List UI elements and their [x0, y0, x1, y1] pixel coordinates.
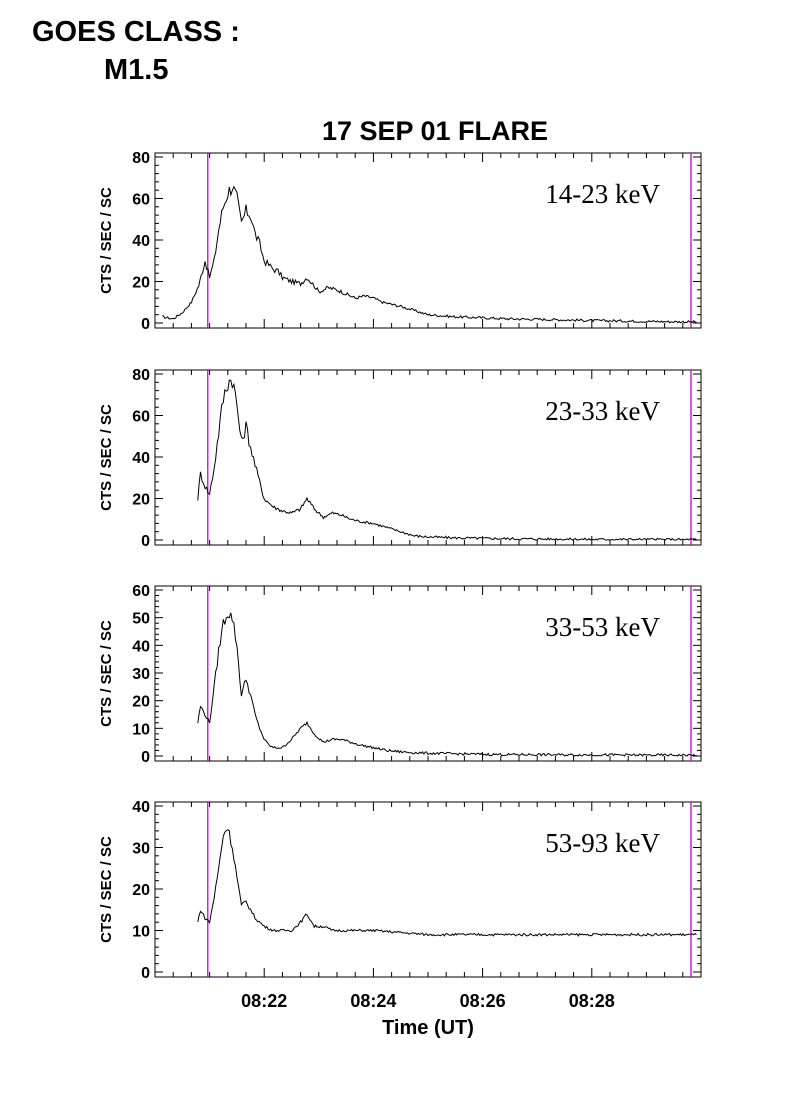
panel-3-ytick-label: 20: [132, 694, 150, 711]
goes-class-label: GOES CLASS :: [32, 16, 240, 48]
panel-4-xtick-label: 08:22: [241, 991, 287, 1011]
panel-2-ytick-label: 0: [141, 533, 150, 550]
panel-3-ytick-label: 10: [132, 721, 150, 738]
panel-4-trace: [197, 829, 697, 937]
panel-2-band-label: 23-33 keV: [545, 396, 660, 426]
panel-2-ytick-label: 80: [132, 367, 150, 384]
panel-1-y-axis-label: CTS / SEC / SC: [98, 187, 115, 294]
panel-4-xtick-label: 08:24: [350, 991, 396, 1011]
panel-4-xtick-label: 08:26: [460, 991, 506, 1011]
panel-3-trace: [197, 612, 697, 757]
panel-1-ytick-label: 0: [141, 316, 150, 333]
panel-3-band-label: 33-53 keV: [545, 612, 660, 642]
panel-4-ytick-label: 20: [132, 882, 150, 899]
panel-1-trace: [162, 185, 697, 324]
panel-1-ytick-label: 60: [132, 192, 150, 209]
panel-1-ytick-label: 40: [132, 233, 150, 250]
panel-2-ytick-label: 60: [132, 409, 150, 426]
panel-2-ytick-label: 40: [132, 450, 150, 467]
chart-title: 17 SEP 01 FLARE: [322, 116, 548, 146]
panel-3-ytick-label: 0: [141, 749, 150, 766]
panel-4-band-label: 53-93 keV: [545, 828, 660, 858]
panel-1-ytick-label: 20: [132, 275, 150, 292]
x-axis-title: Time (UT): [382, 1017, 474, 1039]
panel-4-ytick-label: 30: [132, 841, 150, 858]
panel-4-y-axis-label: CTS / SEC / SC: [98, 836, 115, 943]
panel-4-xtick-label: 08:28: [569, 991, 615, 1011]
goes-class-value: M1.5: [104, 54, 169, 86]
panel-3-ytick-label: 40: [132, 638, 150, 655]
panel-4-ytick-label: 0: [141, 965, 150, 982]
panel-4-ytick-label: 10: [132, 924, 150, 941]
panel-3-ytick-label: 50: [132, 611, 150, 628]
panel-2-ytick-label: 20: [132, 492, 150, 509]
panel-4-ytick-label: 40: [132, 799, 150, 816]
panel-2-trace: [197, 379, 697, 541]
panel-3-ytick-label: 30: [132, 666, 150, 683]
panel-3-ytick-label: 60: [132, 583, 150, 600]
panel-1-ytick-label: 80: [132, 150, 150, 167]
panel-3-y-axis-label: CTS / SEC / SC: [98, 620, 115, 727]
panel-1-band-label: 14-23 keV: [545, 179, 660, 209]
panel-2-y-axis-label: CTS / SEC / SC: [98, 404, 115, 511]
